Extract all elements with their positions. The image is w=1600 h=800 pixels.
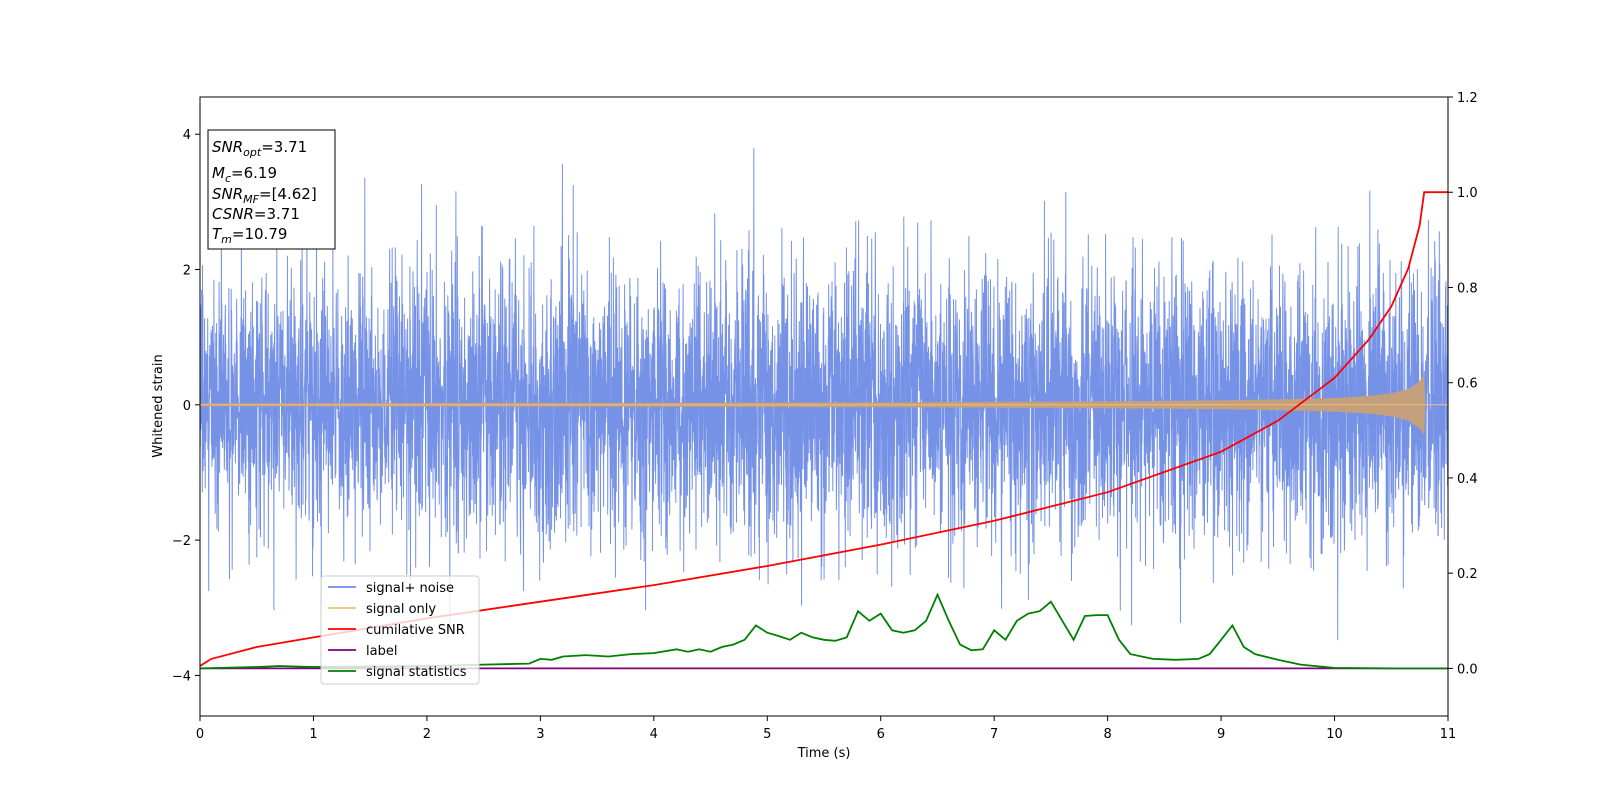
stats-mc: Mc=6.19 [212,164,277,185]
legend-entry-label: label [328,644,397,659]
x-tick-label: 9 [1217,727,1225,742]
stats-csnr: CSNR=3.71 [212,205,300,223]
legend-entry-signal-only: signal only [328,602,436,617]
svg-text:label: label [366,644,397,659]
y2-tick-label: 1.0 [1457,186,1478,201]
x-tick-label: 2 [423,727,431,742]
svg-text:signal+ noise: signal+ noise [366,581,454,596]
y2-tick-label: 0.2 [1457,567,1478,582]
svg-text:cumilative SNR: cumilative SNR [366,623,465,638]
legend-entry-cumulative-snr: cumilative SNR [328,623,465,638]
x-tick-label: 7 [990,727,998,742]
series-signal-plus-noise [200,148,1448,641]
stats-snr-opt: SNRopt=3.71 [212,138,307,159]
y-axis-right: 0.0 0.2 0.4 0.6 0.8 1.0 1.2 [1448,91,1478,677]
legend: signal+ noise signal only cumilative SNR… [320,575,480,685]
y2-tick-label: 0.4 [1457,472,1478,487]
y2-tick-label: 1.2 [1457,91,1478,106]
stats-box: SNRopt=3.71 Mc=6.19 SNRMF=[4.62] CSNR=3.… [207,129,336,250]
y-tick-label: 2 [183,264,191,279]
x-tick-label: 4 [650,727,658,742]
x-tick-label: 0 [196,727,204,742]
svg-text:signal only: signal only [366,602,436,617]
x-tick-label: 8 [1103,727,1111,742]
svg-text:signal statistics: signal statistics [366,665,467,680]
stats-tm: Tm=10.79 [212,225,287,246]
legend-entry-signal-plus-noise: signal+ noise [328,581,454,596]
x-tick-label: 5 [763,727,771,742]
y2-tick-label: 0.8 [1457,281,1478,296]
y-tick-label: 4 [183,128,191,143]
x-tick-label: 1 [309,727,317,742]
series-signal-statistics [200,592,1448,670]
y-tick-label: 0 [183,399,191,414]
x-tick-label: 11 [1440,727,1457,742]
x-axis: 0 1 2 3 4 5 6 7 8 9 10 11 [196,716,1456,742]
x-axis-label: Time (s) [797,746,851,761]
y-axis-label: Whitened strain [151,354,166,457]
plot-frame [199,96,1449,717]
legend-entry-signal-statistics: signal statistics [328,665,467,680]
y-axis-left: −4 −2 0 2 4 [172,128,200,684]
x-tick-label: 6 [877,727,885,742]
y2-tick-label: 0.0 [1457,662,1478,677]
y-tick-label: −2 [172,534,191,549]
stats-snr-mf: SNRMF=[4.62] [212,185,317,206]
y-tick-label: −4 [172,669,191,684]
x-tick-label: 10 [1326,727,1343,742]
x-tick-label: 3 [536,727,544,742]
y2-tick-label: 0.6 [1457,377,1478,392]
